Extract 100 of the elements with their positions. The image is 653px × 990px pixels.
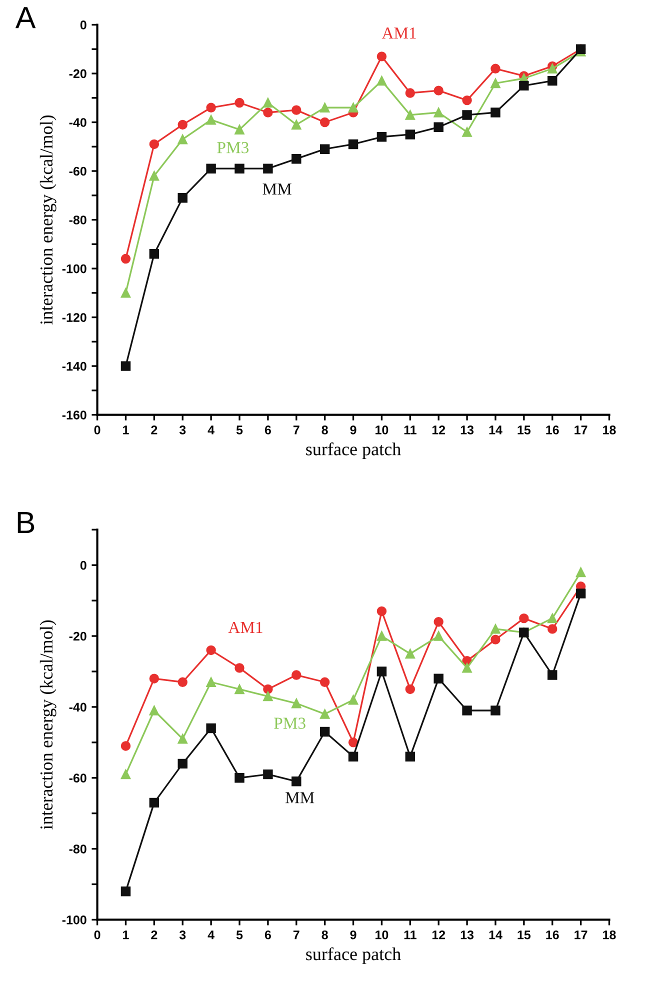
point [320,709,330,719]
point [348,752,358,762]
point [234,98,244,108]
point [178,758,188,769]
x-tick-label: 6 [264,930,271,940]
point [234,124,244,134]
point [178,120,188,130]
x-tick-label: 1 [123,930,129,940]
x-tick-label: 18 [603,426,616,434]
point [234,164,244,174]
y-tick-label: -20 [69,69,86,78]
x-tick-label: 11 [404,426,416,434]
x-tick-label: 4 [208,930,214,940]
point [348,738,358,748]
point [178,677,188,687]
x-axis-title: surface patch [306,947,401,964]
x-tick-label: 9 [350,426,356,434]
x-tick-label: 3 [179,930,186,940]
y-tick-label: -160 [62,410,86,420]
point [490,634,500,644]
point [178,734,188,744]
x-tick-label: 5 [236,426,243,434]
series-label: MM [285,792,314,804]
point [149,674,160,684]
x-tick-label: 11 [404,930,416,940]
point [434,108,444,118]
point [462,706,472,716]
point [434,631,444,641]
point [376,666,387,676]
point [178,134,188,144]
point [462,663,472,673]
point [120,741,131,751]
y-tick-label: -40 [69,118,86,127]
point [149,171,160,181]
y-tick-label: -80 [69,844,86,854]
x-tick-label: 12 [432,930,446,940]
point [376,606,387,616]
point [490,706,500,716]
x-tick-label: 12 [432,426,446,434]
x-tick-label: 13 [460,426,474,434]
point [519,80,529,91]
point [548,670,558,680]
point [434,122,444,132]
point [348,102,358,112]
series-label: PM3 [274,718,306,729]
chart-title: A [15,7,36,28]
point [149,706,160,716]
point [376,76,387,86]
point [405,88,416,98]
x-tick-label: 2 [151,426,158,434]
y-tick-label: 0 [80,20,86,30]
point [178,192,188,203]
point [548,76,558,86]
series-label: PM3 [217,142,249,154]
x-tick-label: 8 [322,930,328,940]
point [490,64,500,74]
x-tick-label: 17 [574,930,588,940]
x-tick-label: 10 [376,930,388,940]
point [120,254,131,264]
point [234,663,244,673]
point [206,677,216,687]
point [376,132,387,142]
point [234,684,244,694]
x-tick-label: 14 [489,426,502,434]
y-tick-label: -60 [69,166,86,176]
point [292,105,302,115]
point [490,78,500,88]
point [263,684,273,694]
y-tick-label: -120 [62,313,86,322]
point [206,723,216,734]
x-tick-label: 9 [350,930,356,940]
y-tick-label: -100 [62,264,86,274]
x-tick-label: 8 [322,426,328,434]
y-tick-label: -20 [69,632,86,641]
point [320,144,330,154]
point [434,616,444,627]
y-tick-label: -40 [69,702,86,712]
point [206,102,216,112]
point [149,249,160,259]
point [263,164,273,174]
point [320,102,330,112]
point [434,86,444,96]
x-tick-label: 2 [151,930,158,940]
point [292,120,302,130]
x-tick-label: 16 [546,930,559,940]
x-tick-label: 15 [518,426,531,434]
x-tick-label: 10 [376,426,388,434]
point [149,139,160,150]
x-tick-label: 15 [518,930,531,940]
point [490,624,500,634]
x-tick-label: 18 [603,930,616,940]
x-tick-label: 6 [264,426,271,434]
x-tick-label: 0 [94,426,100,434]
point [263,108,273,118]
point [490,108,500,118]
y-tick-label: -140 [62,362,86,371]
point [234,773,244,783]
x-tick-label: 1 [123,426,129,434]
y-tick-label: -60 [69,774,86,783]
point [120,288,131,298]
